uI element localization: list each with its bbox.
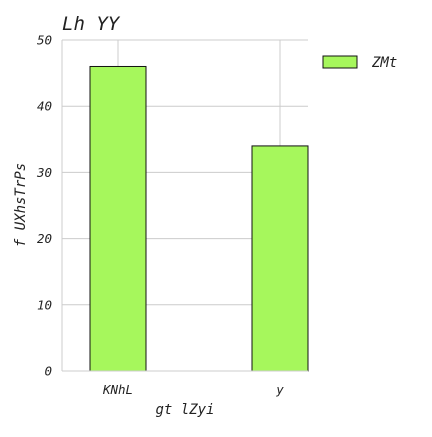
chart-title: Lh YY <box>62 13 121 35</box>
legend-label: ZMt <box>371 55 397 71</box>
y-tick-label: 10 <box>37 297 52 312</box>
y-axis-label: f UXhsTrPs <box>13 163 29 247</box>
y-tick-label: 20 <box>37 231 52 246</box>
plot-frame <box>61 40 308 372</box>
y-tick-label: 30 <box>36 165 52 180</box>
x-tick-labels: KNhL y <box>102 382 284 397</box>
legend: ZMt <box>322 55 397 71</box>
legend-swatch <box>322 55 358 69</box>
bar-KNhL <box>89 65 147 372</box>
x-tick-label: KNhL <box>102 382 133 397</box>
y-tick-label: 50 <box>37 33 52 48</box>
bar-y <box>251 145 309 372</box>
y-tick-label: 0 <box>44 364 52 379</box>
x-tick-label: y <box>275 382 284 397</box>
x-axis-label: gt lZyi <box>155 402 214 418</box>
bars <box>89 65 309 372</box>
y-tick-label: 40 <box>37 99 52 114</box>
y-tick-labels: 0 10 20 30 40 50 <box>36 33 52 379</box>
